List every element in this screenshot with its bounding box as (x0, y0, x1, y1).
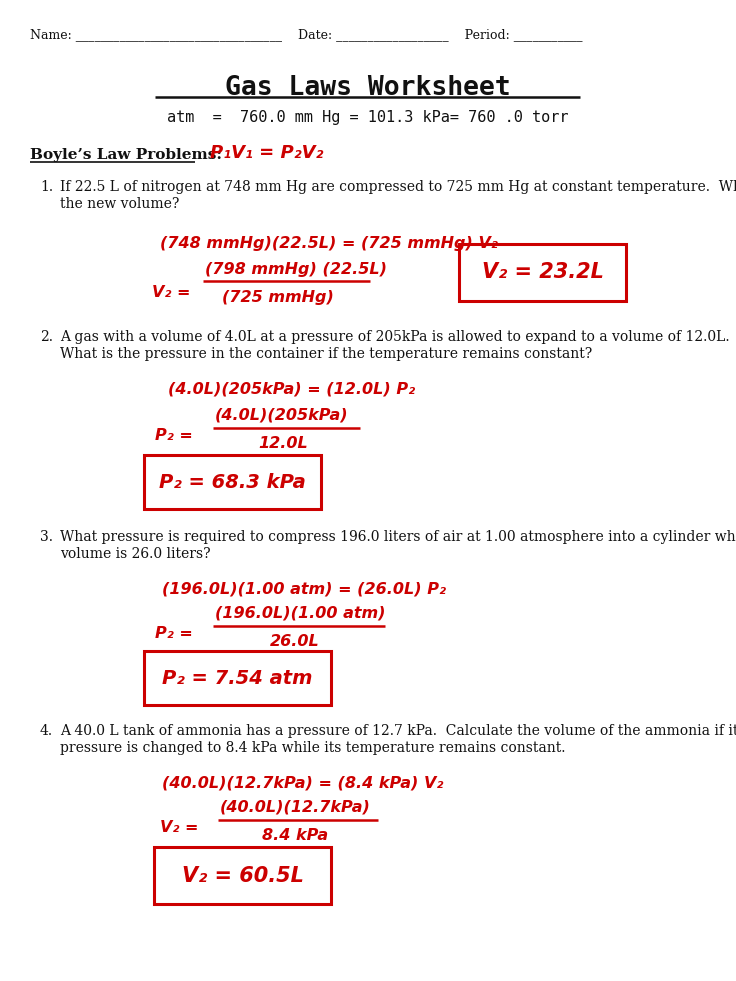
Text: 4.: 4. (40, 724, 53, 738)
Text: P₁V₁ = P₂V₂: P₁V₁ = P₂V₂ (210, 144, 323, 162)
FancyBboxPatch shape (144, 651, 331, 705)
Text: pressure is changed to 8.4 kPa while its temperature remains constant.: pressure is changed to 8.4 kPa while its… (60, 741, 565, 755)
Text: 2.: 2. (40, 330, 53, 344)
Text: 12.0L: 12.0L (258, 436, 308, 451)
FancyBboxPatch shape (459, 244, 626, 301)
Text: 26.0L: 26.0L (270, 634, 319, 649)
Text: A gas with a volume of 4.0L at a pressure of 205kPa is allowed to expand to a vo: A gas with a volume of 4.0L at a pressur… (60, 330, 729, 344)
Text: (196.0L)(1.00 atm) = (26.0L) P₂: (196.0L)(1.00 atm) = (26.0L) P₂ (162, 581, 446, 596)
Text: V₂ =: V₂ = (160, 820, 199, 835)
Text: the new volume?: the new volume? (60, 197, 180, 211)
Text: Name: _________________________________    Date: __________________    Period: _: Name: _________________________________ … (30, 28, 582, 41)
FancyBboxPatch shape (144, 455, 321, 509)
Text: What is the pressure in the container if the temperature remains constant?: What is the pressure in the container if… (60, 347, 592, 361)
Text: V₂ =: V₂ = (152, 285, 191, 300)
Text: 3.: 3. (40, 530, 53, 544)
Text: (40.0L)(12.7kPa): (40.0L)(12.7kPa) (220, 800, 371, 815)
Text: V₂ = 60.5L: V₂ = 60.5L (182, 865, 303, 886)
Text: (4.0L)(205kPa) = (12.0L) P₂: (4.0L)(205kPa) = (12.0L) P₂ (168, 382, 415, 397)
Text: P₂ = 7.54 atm: P₂ = 7.54 atm (162, 668, 313, 688)
Text: volume is 26.0 liters?: volume is 26.0 liters? (60, 547, 210, 561)
Text: atm  =  760.0 mm Hg = 101.3 kPa= 760 .0 torr: atm = 760.0 mm Hg = 101.3 kPa= 760 .0 to… (167, 110, 569, 125)
Text: What pressure is required to compress 196.0 liters of air at 1.00 atmosphere int: What pressure is required to compress 19… (60, 530, 736, 544)
Text: P₂ =: P₂ = (155, 626, 193, 641)
Text: V₂ = 23.2L: V₂ = 23.2L (481, 263, 604, 283)
Text: P₂ = 68.3 kPa: P₂ = 68.3 kPa (159, 473, 306, 491)
Text: 1.: 1. (40, 180, 53, 194)
Text: (196.0L)(1.00 atm): (196.0L)(1.00 atm) (215, 606, 386, 621)
Text: 8.4 kPa: 8.4 kPa (262, 828, 328, 843)
Text: (748 mmHg)(22.5L) = (725 mmHg) V₂: (748 mmHg)(22.5L) = (725 mmHg) V₂ (160, 236, 498, 251)
Text: Gas Laws Worksheet: Gas Laws Worksheet (225, 75, 511, 101)
Text: (798 mmHg) (22.5L): (798 mmHg) (22.5L) (205, 262, 387, 277)
Text: Boyle’s Law Problems:: Boyle’s Law Problems: (30, 148, 222, 162)
Text: (40.0L)(12.7kPa) = (8.4 kPa) V₂: (40.0L)(12.7kPa) = (8.4 kPa) V₂ (162, 775, 443, 790)
FancyBboxPatch shape (154, 847, 331, 904)
Text: (725 mmHg): (725 mmHg) (222, 290, 334, 305)
Text: A 40.0 L tank of ammonia has a pressure of 12.7 kPa.  Calculate the volume of th: A 40.0 L tank of ammonia has a pressure … (60, 724, 736, 738)
Text: P₂ =: P₂ = (155, 428, 193, 443)
Text: If 22.5 L of nitrogen at 748 mm Hg are compressed to 725 mm Hg at constant tempe: If 22.5 L of nitrogen at 748 mm Hg are c… (60, 180, 736, 194)
Text: (4.0L)(205kPa): (4.0L)(205kPa) (215, 408, 349, 423)
